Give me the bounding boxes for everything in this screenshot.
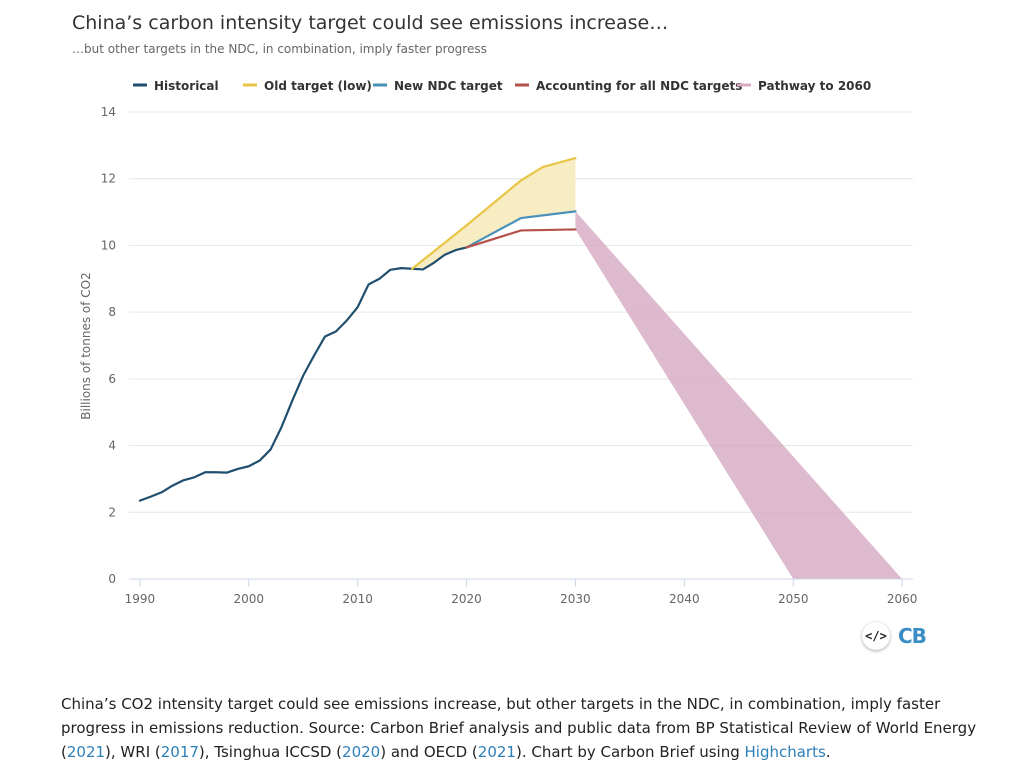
legend-label: Accounting for all NDC targets (536, 79, 742, 93)
series-line-historical[interactable] (138, 246, 468, 502)
brand-logo: </> CB (862, 622, 927, 650)
legend-label: New NDC target (394, 79, 503, 93)
x-tick-label: 2030 (560, 592, 591, 606)
y-tick-label: 2 (108, 505, 116, 519)
source-link-tsinghua[interactable]: 2020 (342, 743, 381, 761)
x-tick-label: 2060 (887, 592, 918, 606)
y-tick-label: 6 (108, 372, 116, 386)
carbon-brief-logo: CB (898, 624, 927, 648)
caption-text-1: China’s CO2 intensity target could see e… (61, 695, 977, 761)
y-tick-label: 14 (101, 105, 116, 119)
chart-title: China’s carbon intensity target could se… (72, 12, 669, 34)
y-tick-label: 10 (101, 238, 116, 252)
chart-lines (138, 156, 577, 502)
source-link-wri[interactable]: 2017 (160, 743, 199, 761)
chart-legend: Historical Old target (low) New NDC target… (133, 79, 871, 93)
legend-item[interactable]: Old target (low) (243, 79, 372, 93)
caption-text-6: . (825, 743, 831, 761)
legend-label: Historical (154, 79, 219, 93)
series-line-accounting-for-all-ndc-targets[interactable] (465, 228, 577, 249)
y-tick-label: 8 (108, 305, 116, 319)
old-target-band (412, 158, 576, 270)
pathway-2060-area (575, 211, 903, 579)
x-tick-label: 2040 (669, 592, 700, 606)
legend-item[interactable]: New NDC target (373, 79, 503, 93)
legend-item[interactable]: Pathway to 2060 (737, 79, 871, 93)
caption-text-5: ). Chart by Carbon Brief using (515, 743, 745, 761)
x-tick-label: 2000 (234, 592, 265, 606)
highcharts-link[interactable]: Highcharts (744, 743, 826, 761)
figure-caption: China’s CO2 intensity target could see e… (61, 692, 1001, 764)
caption-text-4: ) and OECD ( (380, 743, 478, 761)
legend-item[interactable]: Historical (133, 79, 219, 93)
legend-label: Old target (low) (264, 79, 372, 93)
y-tick-label: 12 (101, 172, 116, 186)
x-tick-label: 1990 (125, 592, 156, 606)
chart-axes: 0 2 4 6 8 10 12 14 1990 2000 2010 2020 2030 2040 2050 2… (101, 105, 918, 606)
y-axis-label: Billions of tonnes of CO2 (79, 272, 93, 420)
legend-label: Pathway to 2060 (758, 79, 871, 93)
chart-gridlines (129, 111, 913, 513)
x-tick-label: 2010 (342, 592, 373, 606)
caption-text-2: ), WRI ( (105, 743, 161, 761)
chart-areas (412, 158, 903, 579)
y-tick-label: 4 (108, 439, 116, 453)
x-tick-label: 2050 (778, 592, 809, 606)
legend-item[interactable]: Accounting for all NDC targets (515, 79, 742, 93)
series-line-old-target-low-[interactable] (411, 156, 577, 270)
source-link-oecd[interactable]: 2021 (477, 743, 516, 761)
y-tick-label: 0 (108, 572, 116, 586)
x-tick-label: 2020 (451, 592, 482, 606)
chart-subtitle: …but other targets in the NDC, in combin… (72, 42, 487, 56)
embed-code-icon[interactable]: </> (862, 622, 890, 650)
caption-text-3: ), Tsinghua ICCSD ( (198, 743, 343, 761)
series-line-new-ndc-target[interactable] (465, 210, 577, 249)
emissions-chart: Historical Old target (low) New NDC target… (79, 79, 918, 606)
source-link-bp[interactable]: 2021 (66, 743, 106, 761)
